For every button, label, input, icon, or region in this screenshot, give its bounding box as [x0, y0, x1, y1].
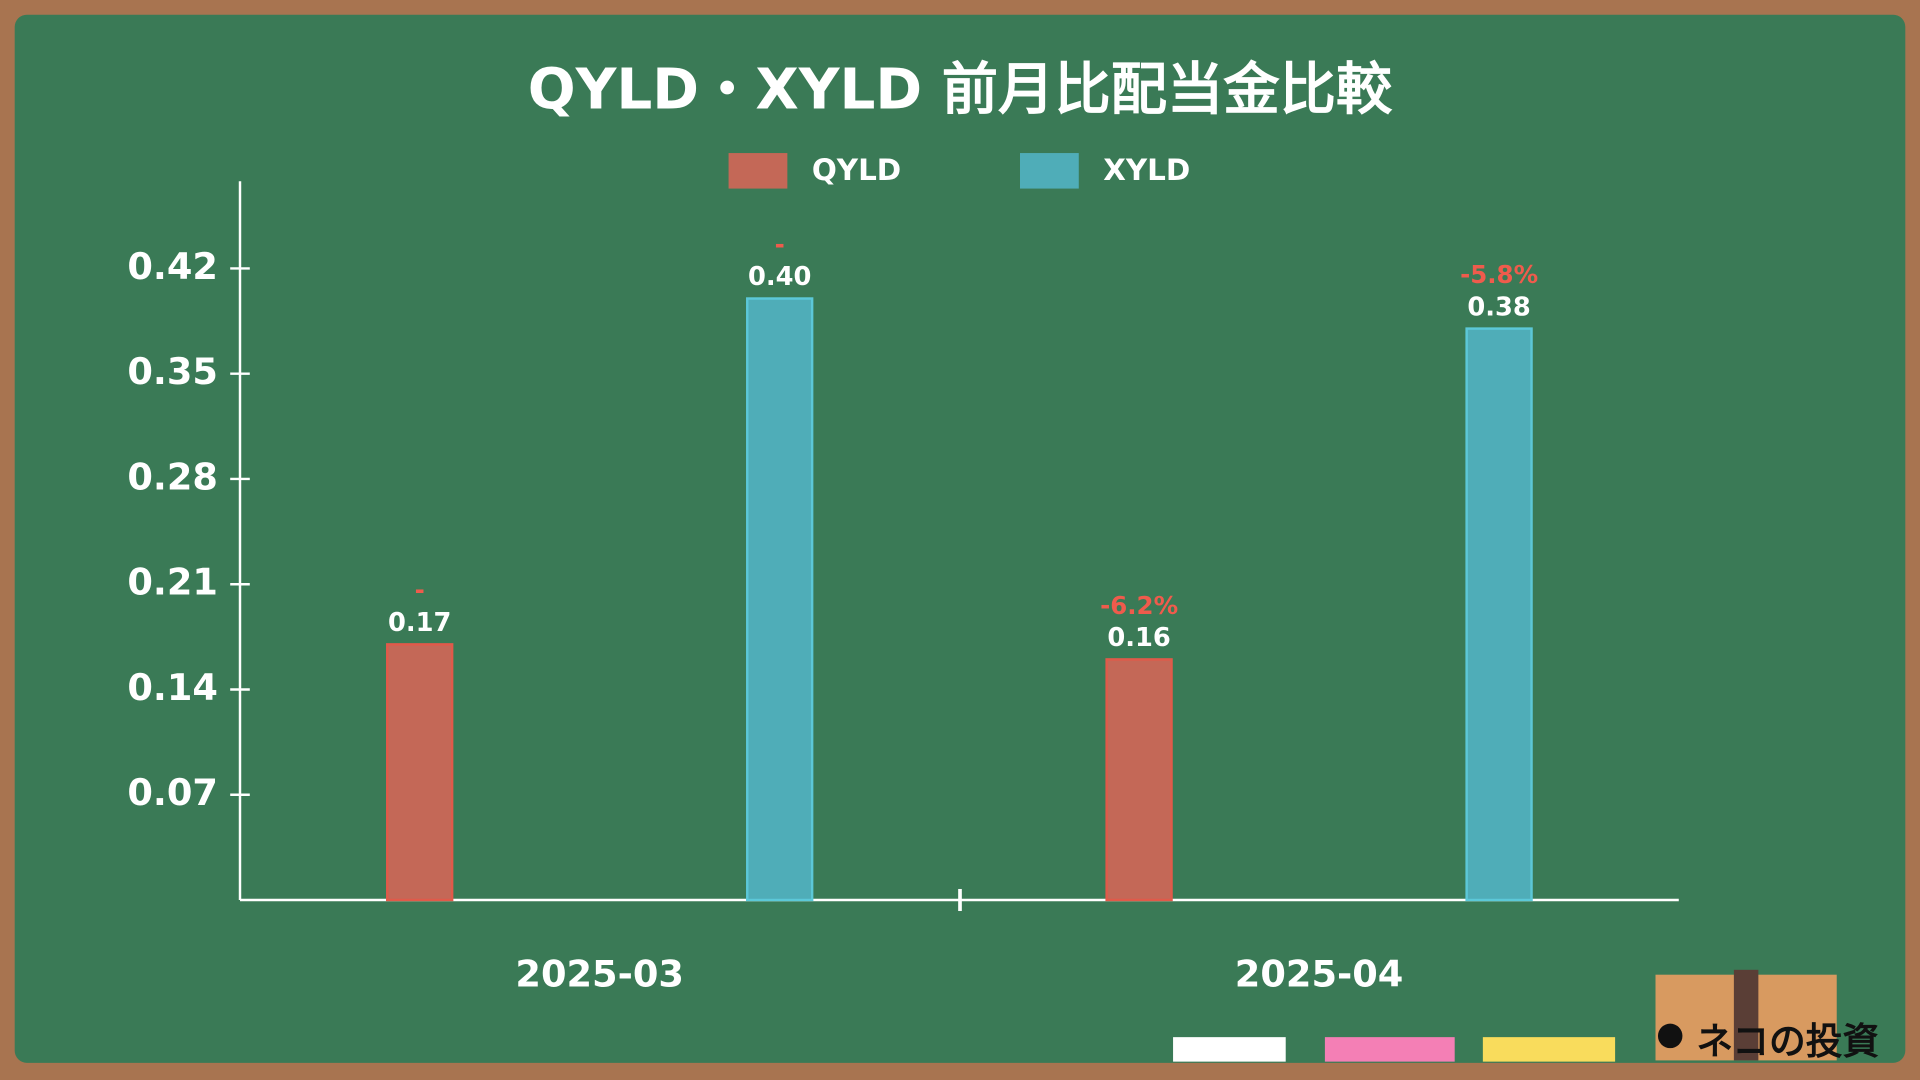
x-tick-label: 2025-04 — [1235, 952, 1404, 995]
bar — [386, 643, 454, 902]
branding: ネコの投資 — [1696, 1020, 1879, 1063]
bar — [746, 297, 814, 902]
legend-swatch — [728, 153, 788, 189]
cat-icon — [1657, 1023, 1683, 1049]
chalk-white — [1173, 1037, 1286, 1062]
bar — [1105, 658, 1173, 902]
x-tick-label: 2025-03 — [515, 952, 684, 995]
value-label: 0.17 — [388, 608, 451, 638]
chart-title: QYLD・XYLD 前月比配当金比較 — [528, 58, 1393, 123]
board — [14, 14, 1906, 1063]
legend-label: QYLD — [812, 153, 901, 187]
chalk-pink — [1324, 1037, 1455, 1062]
y-tick-label: 0.35 — [127, 350, 218, 393]
change-label: -6.2% — [1100, 591, 1178, 620]
y-tick-label: 0.14 — [127, 666, 218, 709]
y-tick-label: 0.21 — [127, 561, 218, 604]
value-label: 0.40 — [748, 262, 811, 292]
change-label: -5.8% — [1460, 260, 1538, 289]
value-label: 0.16 — [1107, 623, 1170, 653]
y-tick-label: 0.42 — [127, 245, 218, 288]
change-label: - — [415, 576, 425, 605]
chalk-yellow — [1482, 1037, 1616, 1062]
y-tick-label: 0.07 — [127, 771, 218, 814]
y-tick-label: 0.28 — [127, 455, 218, 498]
value-label: 0.38 — [1467, 292, 1530, 322]
eraser-band — [1733, 969, 1759, 1061]
change-label: - — [775, 230, 785, 259]
bar — [1465, 327, 1533, 902]
legend-label: XYLD — [1103, 153, 1190, 187]
legend-swatch — [1020, 153, 1079, 189]
